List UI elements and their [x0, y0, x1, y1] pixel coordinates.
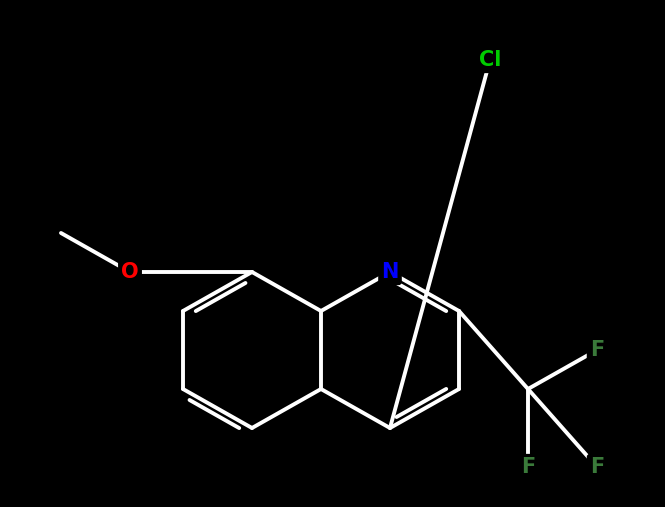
Text: Cl: Cl — [479, 50, 501, 70]
Text: F: F — [590, 457, 604, 477]
Text: N: N — [381, 262, 399, 282]
Text: F: F — [521, 457, 535, 477]
Text: O: O — [121, 262, 139, 282]
Text: F: F — [590, 340, 604, 360]
